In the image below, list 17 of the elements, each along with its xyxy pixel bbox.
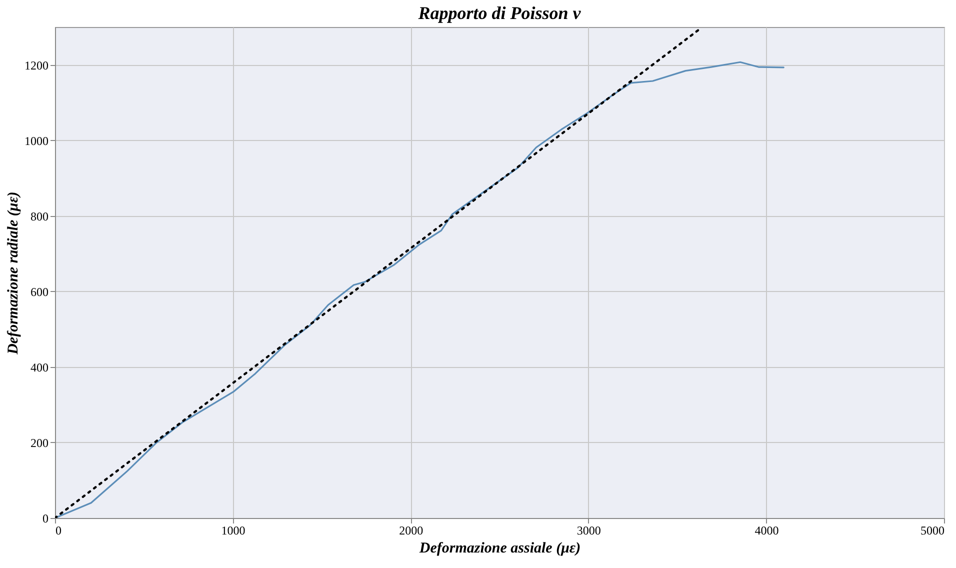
y-axis-title: Deformazione radiale (με)	[6, 192, 22, 356]
line-series	[55, 61, 784, 518]
y-tick-label: 200	[30, 436, 48, 450]
y-tick-label: 0	[42, 512, 48, 526]
x-tick-label: 5000	[920, 524, 944, 538]
x-tick-label: 2000	[399, 524, 424, 538]
y-tick-label: 600	[30, 284, 48, 299]
y-tick-label: 800	[30, 209, 48, 224]
y-tick-label: 1200	[24, 58, 48, 72]
x-axis-title: Deformazione assiale (με)	[418, 540, 581, 556]
chart-title: Rapporto di Poisson ν	[417, 3, 582, 23]
x-tick-label: 1000	[221, 524, 246, 538]
y-tick-label: 400	[30, 360, 48, 374]
x-tick-label: 4000	[754, 524, 779, 538]
x-tick-label: 3000	[576, 524, 601, 538]
x-tick-label: 0	[56, 524, 62, 538]
y-tick-label: 1000	[24, 134, 48, 148]
